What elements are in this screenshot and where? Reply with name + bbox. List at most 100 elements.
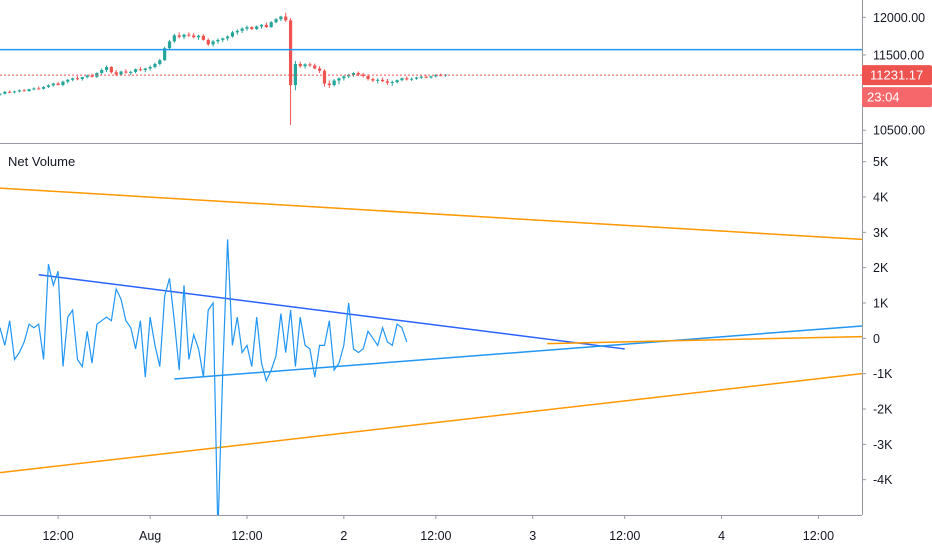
countdown-label: 23:04 bbox=[867, 90, 900, 105]
candle bbox=[245, 25, 249, 31]
candle-body bbox=[0, 93, 2, 95]
candle-body bbox=[71, 78, 75, 80]
candle bbox=[318, 66, 322, 74]
candle bbox=[8, 90, 12, 93]
volume-tick-label: 1K bbox=[873, 297, 889, 311]
candle bbox=[80, 76, 84, 81]
candle bbox=[201, 34, 205, 41]
candle bbox=[255, 25, 259, 31]
candle bbox=[400, 77, 404, 82]
time-tick-label: 3 bbox=[529, 529, 536, 543]
candle-body bbox=[376, 79, 380, 81]
candle bbox=[66, 79, 70, 84]
candle-body bbox=[303, 64, 307, 67]
candle-body bbox=[201, 35, 205, 40]
trendline-upper-channel[interactable] bbox=[0, 187, 863, 241]
candle-body bbox=[424, 76, 428, 78]
candle-body bbox=[206, 39, 210, 45]
candle bbox=[37, 86, 41, 90]
candle-body bbox=[3, 91, 7, 94]
candle-body bbox=[230, 32, 235, 37]
candle-body bbox=[240, 28, 244, 31]
candle bbox=[27, 88, 31, 92]
candle-body bbox=[27, 89, 31, 92]
candle bbox=[17, 89, 21, 93]
candle-body bbox=[410, 78, 414, 80]
trendline-rising-wedge-bottom[interactable] bbox=[174, 325, 863, 380]
candle-body bbox=[138, 69, 143, 71]
volume-ticks: 5K 4K 3K 2K 1K 0 -1K -2K -3K -4K bbox=[862, 155, 893, 487]
candle bbox=[192, 33, 196, 39]
net-volume-title: Net Volume bbox=[8, 154, 75, 169]
candle bbox=[158, 58, 162, 66]
candle-body bbox=[269, 22, 273, 28]
trendline-short-level[interactable] bbox=[547, 335, 863, 345]
candle-body bbox=[41, 86, 46, 89]
candle-body bbox=[129, 71, 133, 73]
price-pane[interactable] bbox=[0, 12, 862, 125]
candle bbox=[390, 80, 394, 86]
candle bbox=[288, 18, 293, 125]
trendline-lower-channel[interactable] bbox=[0, 372, 863, 474]
candle-body bbox=[226, 36, 230, 39]
candle-body bbox=[85, 75, 89, 78]
candle bbox=[327, 80, 331, 89]
candle-body bbox=[405, 78, 409, 80]
candle bbox=[342, 75, 346, 81]
price-scale-background bbox=[862, 0, 932, 515]
candle bbox=[405, 76, 409, 81]
candle bbox=[240, 27, 244, 34]
candle-body bbox=[148, 66, 152, 69]
candle-body bbox=[274, 19, 278, 23]
candle-body bbox=[255, 26, 259, 29]
candle-body bbox=[61, 81, 65, 86]
candle bbox=[303, 63, 307, 69]
candle-body bbox=[143, 68, 147, 70]
candle bbox=[148, 65, 152, 71]
countdown-badge-box bbox=[862, 87, 932, 108]
candle bbox=[12, 90, 17, 94]
candle bbox=[22, 89, 26, 92]
time-axis-background bbox=[0, 515, 932, 550]
candle-body bbox=[429, 76, 433, 78]
candle bbox=[172, 33, 176, 43]
candle-body bbox=[400, 78, 404, 81]
candle bbox=[380, 77, 385, 83]
candle-body bbox=[361, 74, 365, 77]
time-axis[interactable]: 12:00 Aug 12:00 2 12:00 3 12:00 4 12:00 bbox=[0, 515, 932, 550]
trendlines[interactable] bbox=[0, 187, 863, 474]
net-volume-pane[interactable]: Net Volume bbox=[0, 154, 863, 533]
candle bbox=[71, 77, 75, 82]
candle bbox=[337, 77, 341, 85]
candle-body bbox=[366, 76, 370, 80]
candle bbox=[56, 82, 60, 86]
candle bbox=[226, 35, 230, 41]
candle-body bbox=[308, 64, 312, 66]
candle bbox=[0, 93, 2, 96]
candle bbox=[51, 82, 55, 87]
price-tick-label: 11500.00 bbox=[873, 48, 924, 62]
candle-body bbox=[259, 24, 264, 27]
candle-body bbox=[100, 69, 104, 74]
countdown-badge: 23:04 bbox=[862, 87, 932, 108]
candle bbox=[235, 29, 239, 35]
last-price-label: 11231.17 bbox=[870, 68, 923, 83]
candle-body bbox=[196, 35, 201, 38]
volume-tick-label: -2K bbox=[873, 403, 893, 417]
time-tick-label: 12:00 bbox=[420, 529, 451, 543]
time-tick-label: Aug bbox=[139, 529, 161, 543]
candle bbox=[138, 66, 143, 72]
candle-body bbox=[356, 73, 360, 75]
trendline-falling-wedge-top[interactable] bbox=[38, 273, 625, 350]
price-candles bbox=[0, 12, 448, 125]
candle bbox=[167, 39, 172, 50]
candle bbox=[279, 15, 283, 22]
candle bbox=[332, 79, 336, 87]
candle-body bbox=[221, 38, 225, 40]
candle bbox=[293, 60, 298, 91]
candle bbox=[298, 61, 302, 68]
volume-tick-label: 3K bbox=[873, 226, 889, 240]
candle-body bbox=[114, 72, 118, 75]
